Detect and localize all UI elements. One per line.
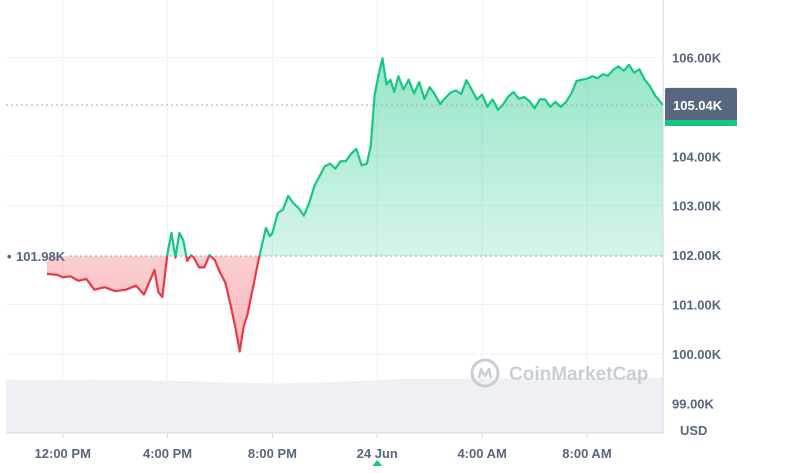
watermark-text: CoinMarketCap — [509, 364, 648, 385]
open-price-label: 101.98K — [16, 249, 66, 264]
price-tag-stripe — [665, 119, 737, 126]
price-tag-bg — [665, 87, 737, 126]
watermark: CoinMarketCap — [470, 358, 648, 388]
y-tick-label: 106.00K — [672, 50, 722, 65]
price-lines — [46, 57, 664, 353]
volume-area — [6, 377, 663, 433]
volume-bars — [6, 377, 663, 433]
x-tick-label: 8:00 PM — [248, 446, 297, 461]
coinmarketcap-logo-icon — [470, 358, 500, 388]
unit-label: USD — [680, 423, 707, 438]
x-tick-label: 4:00 AM — [457, 446, 506, 461]
y-tick-label: 99.00K — [672, 396, 715, 411]
y-tick-label: 101.00K — [672, 298, 722, 313]
current-price-label: 105.04K — [673, 98, 723, 113]
x-tick-label: 12:00 PM — [35, 446, 91, 461]
open-price-marker: • 101.98K — [7, 249, 66, 264]
x-tick-label: 24 Jun — [357, 446, 398, 461]
price-areas — [47, 58, 663, 352]
y-tick-label: 104.00K — [672, 149, 722, 164]
y-tick-label: 103.00K — [672, 199, 722, 214]
x-tick-label: 4:00 PM — [143, 446, 192, 461]
x-axis-ticks: 12:00 PM 4:00 PM 8:00 PM 24 Jun 4:00 AM 8:00 … — [35, 433, 612, 461]
svg-text:•: • — [7, 249, 12, 264]
current-price-tag: 105.04K — [665, 87, 737, 126]
time-marker — [372, 460, 383, 466]
area-above-open — [167, 58, 663, 257]
area-below-open — [47, 256, 663, 352]
price-line-up — [166, 57, 664, 257]
y-tick-label: 102.00K — [672, 248, 722, 263]
x-tick-label: 8:00 AM — [562, 446, 611, 461]
y-tick-label: 100.00K — [672, 347, 722, 362]
